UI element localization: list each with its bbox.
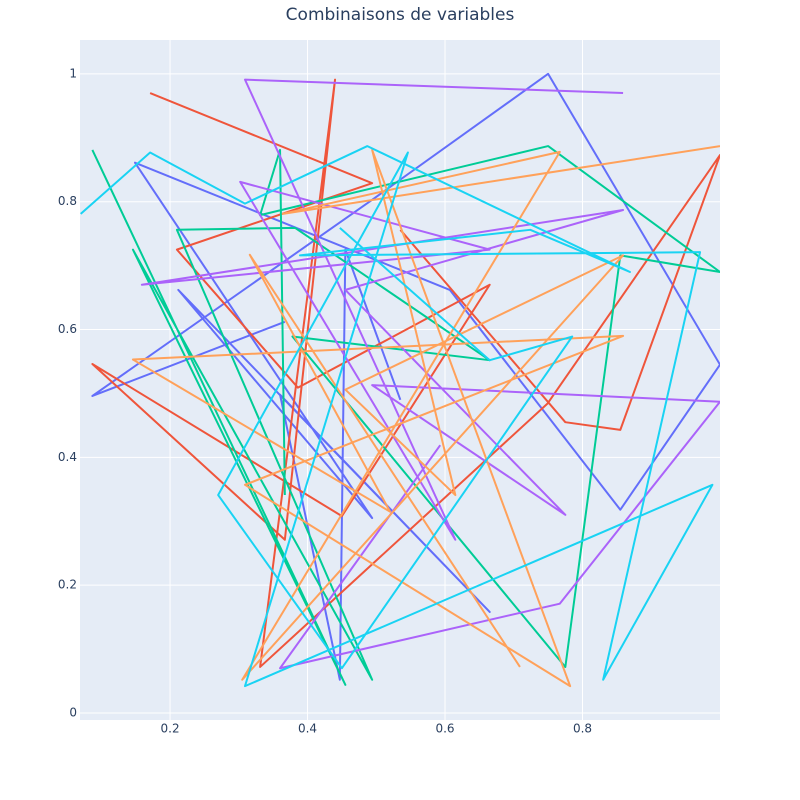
plot-lines [80,72,720,688]
series-line [91,145,720,686]
series-line [91,78,720,668]
x-tick-label: 0.2 [161,722,180,736]
y-tick-label: 0.4 [58,450,77,464]
x-tick-label: 0.6 [435,722,454,736]
y-tick-label: 0 [69,705,77,719]
chart-title: Combinaisons de variables [286,5,515,25]
x-tick-label: 0.8 [573,722,592,736]
series-line [140,78,720,670]
plot-area [80,40,720,720]
y-tick-label: 0.2 [58,578,77,592]
series-line [80,145,714,688]
y-tick-label: 0.8 [58,194,77,208]
x-tick-label: 0.4 [298,722,317,736]
y-tick-label: 1 [69,66,77,80]
y-tick-label: 0.6 [58,322,77,336]
